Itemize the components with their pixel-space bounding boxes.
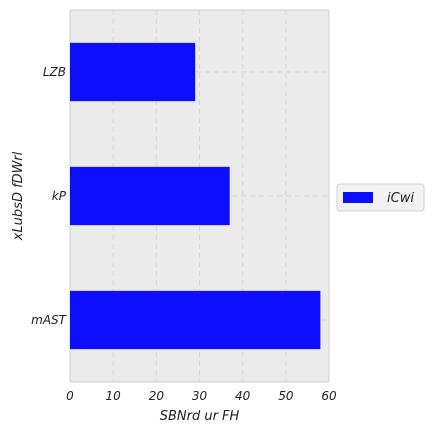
- legend-label: iCwi: [387, 191, 414, 206]
- x-tick-label: 30: [192, 389, 208, 403]
- legend-swatch: [343, 192, 373, 203]
- x-tick-label: 60: [321, 389, 337, 403]
- x-tick-label: 10: [106, 389, 122, 403]
- bar-kP: [70, 166, 230, 226]
- bars: [70, 42, 321, 350]
- bar-mAST: [70, 290, 321, 350]
- y-tick-label: LZB: [43, 65, 66, 79]
- legend: iCwi: [336, 183, 425, 212]
- x-tick-label: 40: [235, 389, 251, 403]
- x-tick-label: 50: [278, 389, 294, 403]
- x-tick-label: 20: [149, 389, 165, 403]
- legend-box: [336, 183, 425, 212]
- y-axis-title: xLubsD fDWrl: [11, 151, 26, 241]
- bar-LZB: [70, 42, 196, 102]
- x-tick-label: 0: [66, 389, 74, 403]
- y-tick-label: kP: [52, 189, 67, 203]
- y-tick-label: mAST: [31, 313, 68, 327]
- y-axis-ticks: LZB kP mAST: [31, 65, 68, 327]
- x-axis-title: SBNrd ur FH: [160, 409, 240, 424]
- x-axis-ticks: 0 10 20 30 40 50 60: [66, 389, 337, 403]
